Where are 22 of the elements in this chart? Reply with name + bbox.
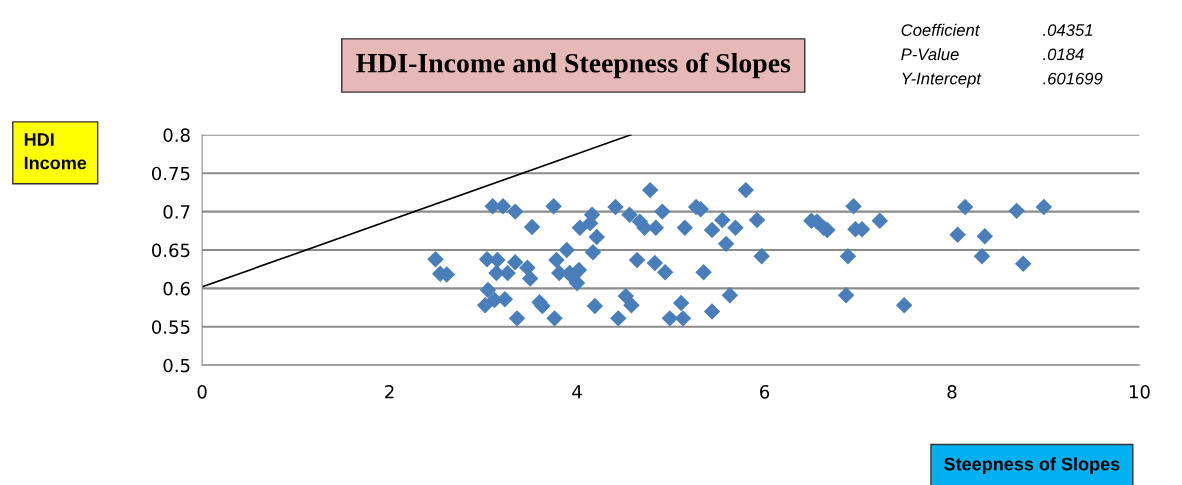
y-axis-title: HDI Income [24,133,87,170]
x-tick-label: 10 [1129,384,1150,399]
x-tick-label: 2 [385,384,394,399]
text: Coefficient [901,23,981,36]
chart-title: HDI-Income and Steepness of Slopes [356,52,791,79]
y-tick-label: 0.7 [163,205,190,219]
y-tick-label: 0.5 [163,358,190,373]
text: .04351 [1043,24,1093,36]
text: P-Value [901,48,959,61]
y-tick-label: 0.65 [152,243,190,258]
text: .0184 [1043,48,1084,61]
y-tick-label: 0.8 [163,128,190,142]
x-tick-label: 6 [760,384,770,399]
text: Y-Intercept [902,72,982,88]
y-tick-label: 0.6 [163,281,190,296]
text: .601699 [1043,72,1103,85]
x-axis-title: Steepness of Slopes [944,457,1120,475]
x-tick-label: 0 [197,384,207,399]
y-tick-label: 0.55 [152,320,190,334]
x-tick-label: 4 [572,385,582,399]
x-tick-label: 8 [947,384,957,399]
y-tick-label: 0.75 [152,166,190,181]
